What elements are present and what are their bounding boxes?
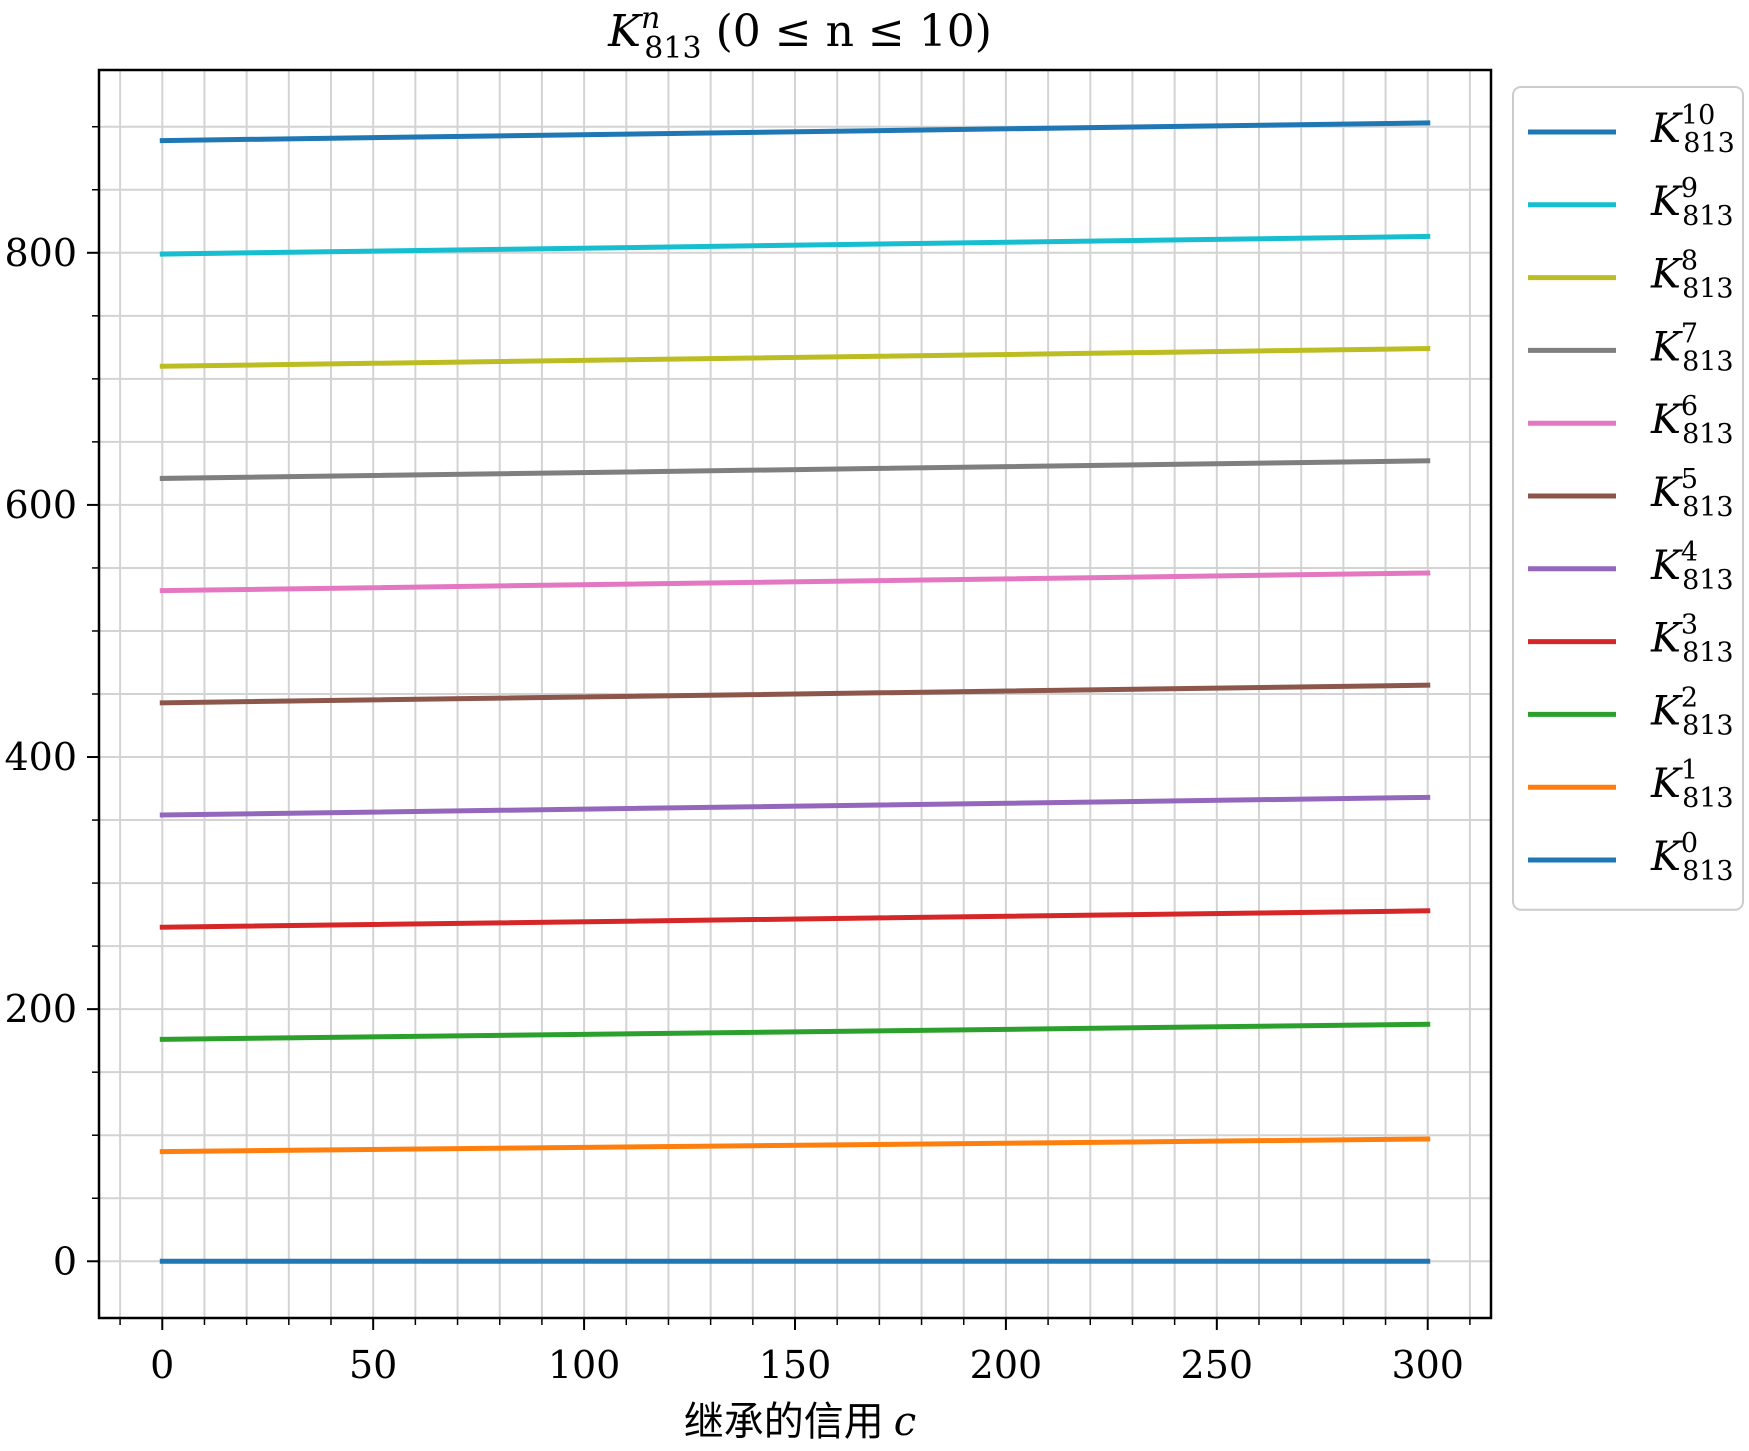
x-axis-label: 继承的信用 c [684, 1399, 916, 1445]
x-tick-label: 300 [1391, 1343, 1464, 1387]
x-axis-label-variable: c [894, 1399, 916, 1445]
legend-label: K10 813 [1650, 100, 1735, 159]
legend-label: K8 813 [1650, 246, 1734, 305]
legend-label: K9 813 [1650, 173, 1734, 232]
legend-label: K1 813 [1650, 755, 1734, 814]
series-line-1 [159, 1136, 1431, 1155]
y-tick-label: 200 [4, 987, 77, 1031]
x-tick-label: 50 [349, 1343, 397, 1387]
x-tick-label: 250 [1181, 1343, 1254, 1387]
title-superscript: n [641, 1, 660, 36]
y-tick-label: 0 [53, 1239, 77, 1283]
series-line-2 [159, 1021, 1431, 1042]
x-axis-label-text: 继承的信用 [684, 1399, 884, 1445]
legend-frame [1512, 86, 1744, 911]
y-tick-label: 800 [4, 231, 77, 275]
legend-label: K6 813 [1650, 391, 1734, 450]
x-tick-label: 0 [150, 1343, 174, 1387]
y-tick-label: 400 [4, 735, 77, 779]
series-line-6 [159, 570, 1431, 594]
series-line-4 [159, 794, 1431, 818]
axis-ticks: 0 50 100 150 200 250 300 0 200 400 600 800 [4, 125, 1471, 1387]
chart-title: Kn 813 (0 ≤ n ≤ 10) [607, 1, 992, 66]
legend-label: K7 813 [1650, 318, 1734, 377]
legend-label: K5 813 [1650, 464, 1734, 523]
legend-label: K0 813 [1650, 828, 1734, 887]
series-line-9 [159, 233, 1431, 257]
legend-label: K4 813 [1650, 537, 1734, 596]
plot-lines [159, 120, 1431, 1264]
title-subscript: 813 [644, 31, 701, 66]
legend-label: K2 813 [1650, 682, 1734, 741]
legend: K10 813 K9 813 K8 813 K7 813 K6 813 K5 813 K4 813 K3 81… [1512, 86, 1744, 911]
series-line-7 [159, 458, 1431, 481]
series-line-8 [159, 346, 1431, 369]
legend-label: K3 813 [1650, 610, 1734, 669]
series-line-5 [159, 682, 1431, 706]
x-tick-label: 200 [970, 1343, 1043, 1387]
title-symbol: K [607, 6, 643, 57]
x-tick-label: 100 [548, 1343, 621, 1387]
title-range: (0 ≤ n ≤ 10) [716, 6, 992, 57]
x-tick-label: 150 [759, 1343, 832, 1387]
series-line-10 [159, 120, 1431, 144]
y-tick-label: 600 [4, 483, 77, 527]
series-line-3 [159, 908, 1431, 930]
